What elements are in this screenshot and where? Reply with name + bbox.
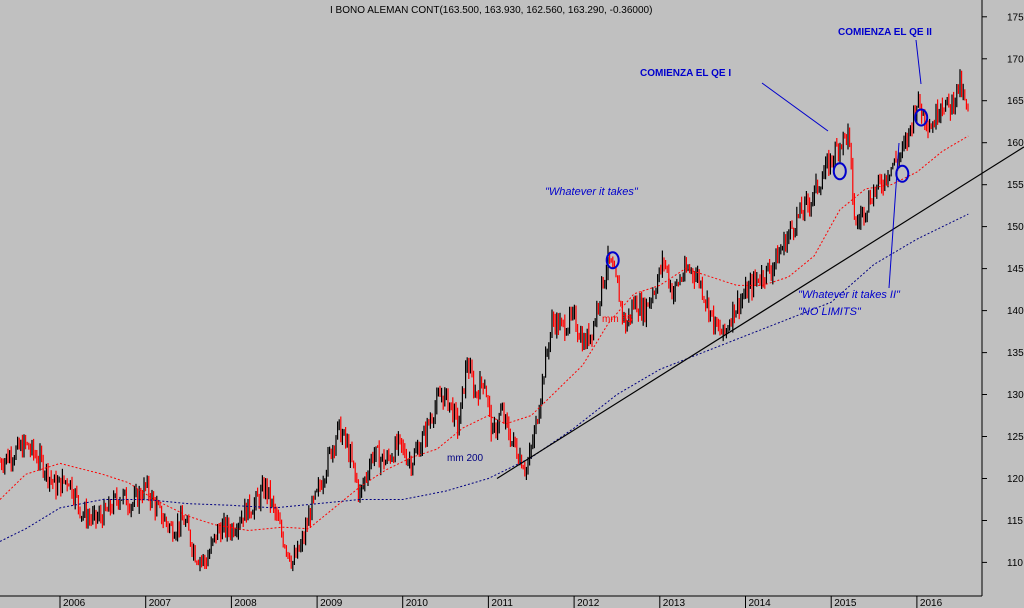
mm65-label: mm 65	[602, 314, 633, 325]
y-axis-ticks: 110 115 120 125 130 135 140 145 150 155 160 165 170 1…	[982, 12, 1024, 569]
x-axis-ticks: 2006 2007 2008 2009 2010 2011 2012 2013 2014 2015…	[59, 596, 943, 608]
x-tick-label: 2012	[577, 598, 600, 608]
y-tick-label: 120	[1007, 474, 1024, 485]
y-tick-label: 115	[1007, 516, 1023, 527]
mm200-label: mm 200	[447, 453, 484, 464]
x-tick-label: 2007	[149, 598, 172, 608]
y-tick-label: 145	[1007, 264, 1024, 275]
circle-marker	[605, 251, 620, 270]
circle-marker	[914, 108, 929, 127]
y-tick-label: 130	[1007, 390, 1024, 401]
x-tick-label: 2011	[491, 598, 513, 608]
x-tick-label: 2014	[749, 598, 772, 608]
y-tick-label: 170	[1007, 54, 1024, 65]
annotations: mm 65 mm 200 "Whatever it takes" COMIENZ…	[447, 27, 932, 464]
x-tick-label: 2013	[663, 598, 686, 608]
chart-title: I BONO ALEMAN CONT(163.500, 163.930, 162…	[330, 5, 652, 16]
x-tick-label: 2006	[63, 598, 86, 608]
qe2-label: COMIENZA EL QE II	[838, 27, 932, 38]
y-tick-label: 135	[1007, 348, 1024, 359]
mm65-line	[0, 135, 969, 532]
y-tick-label: 175	[1007, 12, 1024, 23]
whatever-it-takes-ii-label: "Whatever it takes II"	[798, 289, 901, 301]
y-tick-label: 110	[1007, 558, 1023, 569]
x-tick-label: 2008	[234, 598, 257, 608]
y-tick-label: 165	[1007, 96, 1024, 107]
y-tick-label: 150	[1007, 222, 1024, 233]
y-tick-label: 155	[1007, 180, 1024, 191]
trendline-layer	[496, 146, 1024, 480]
no-limits-label: "NO LIMITS"	[798, 306, 862, 318]
whatever-it-takes-label: "Whatever it takes"	[545, 186, 639, 198]
whatever-ii-pointer-line	[888, 142, 900, 289]
y-tick-label: 140	[1007, 306, 1024, 317]
mm200-line	[0, 213, 969, 542]
moving-averages	[0, 135, 969, 542]
support-trendline	[496, 146, 1024, 480]
y-tick-label: 125	[1007, 432, 1024, 443]
circle-marker	[832, 162, 847, 181]
y-tick-label: 160	[1007, 138, 1024, 149]
qe1-pointer-line	[761, 82, 829, 132]
x-tick-label: 2010	[406, 598, 429, 608]
x-tick-label: 2016	[920, 598, 943, 608]
price-bars	[0, 69, 969, 572]
circle-marker	[895, 164, 910, 183]
x-tick-label: 2009	[320, 598, 343, 608]
qe2-pointer-line	[915, 39, 922, 85]
x-tick-label: 2015	[834, 598, 857, 608]
circle-markers	[605, 108, 929, 270]
qe1-label: COMIENZA EL QE I	[640, 68, 731, 79]
